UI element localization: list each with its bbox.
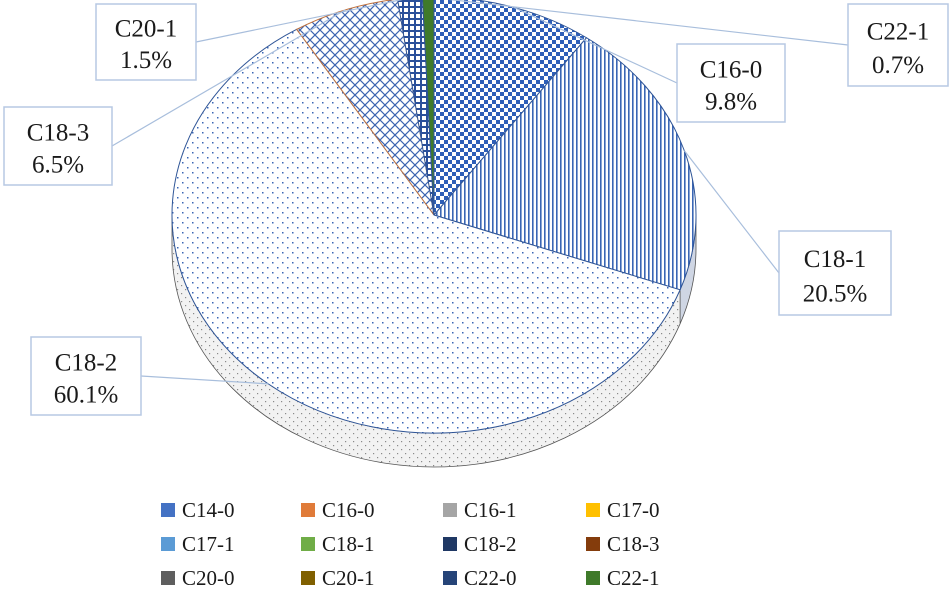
legend-swatch bbox=[159, 501, 177, 519]
data-label-c16-0: C16-0 9.8% bbox=[676, 43, 786, 123]
legend: C14-0 C16-0 C16-1 C17-0 C17-1 C18-1 C18-2 C18-3… bbox=[159, 498, 660, 590]
data-label-c22-1: C22-1 0.7% bbox=[847, 3, 949, 87]
legend-label: C17-1 bbox=[182, 532, 235, 556]
data-label-box bbox=[778, 230, 892, 316]
legend-item-c20-1: C20-1 bbox=[299, 566, 375, 590]
data-label-percent: 9.8% bbox=[705, 89, 757, 116]
legend-swatch bbox=[584, 535, 602, 553]
data-label-c18-3: C18-3 6.5% bbox=[3, 106, 113, 186]
legend-item-c18-1: C18-1 bbox=[299, 532, 375, 556]
legend-label: C18-1 bbox=[322, 532, 375, 556]
legend-label: C16-1 bbox=[464, 498, 517, 522]
data-label-box bbox=[95, 3, 197, 81]
legend-label: C17-0 bbox=[607, 498, 660, 522]
legend-label: C14-0 bbox=[182, 498, 235, 522]
legend-swatch bbox=[299, 501, 317, 519]
data-label-box bbox=[676, 43, 786, 123]
legend-label: C18-3 bbox=[607, 532, 660, 556]
data-label-name: C16-0 bbox=[700, 57, 763, 84]
leader-c20-1 bbox=[195, 0, 403, 43]
legend-swatch bbox=[584, 569, 602, 587]
slice-c22-1 bbox=[422, 0, 435, 216]
data-label-percent: 0.7% bbox=[872, 52, 924, 79]
data-label-name: C22-1 bbox=[867, 18, 930, 45]
leader-c18-2 bbox=[140, 375, 269, 385]
legend-swatch bbox=[441, 569, 459, 587]
legend-swatch bbox=[159, 569, 177, 587]
data-label-name: C18-2 bbox=[55, 350, 118, 377]
legend-label: C18-2 bbox=[464, 532, 517, 556]
legend-item-c18-2: C18-2 bbox=[441, 532, 517, 556]
legend-label: C22-1 bbox=[607, 566, 660, 590]
leader-lines bbox=[111, 0, 849, 385]
legend-item-c16-1: C16-1 bbox=[441, 498, 517, 522]
legend-swatch bbox=[299, 569, 317, 587]
legend-item-c18-3: C18-3 bbox=[584, 532, 660, 556]
legend-label: C20-0 bbox=[182, 566, 235, 590]
legend-item-c17-1: C17-1 bbox=[159, 532, 235, 556]
legend-item-c22-1: C22-1 bbox=[584, 566, 660, 590]
data-labels: C20-11.5%C22-10.7%C16-09.8%C18-36.5%C18-… bbox=[3, 3, 949, 416]
data-label-name: C18-3 bbox=[27, 120, 90, 147]
legend-swatch bbox=[441, 501, 459, 519]
data-label-c18-1: C18-1 20.5% bbox=[778, 230, 892, 316]
pie-top-face bbox=[171, 0, 697, 434]
data-label-name: C18-1 bbox=[804, 246, 867, 273]
legend-label: C16-0 bbox=[322, 498, 375, 522]
data-label-c20-1: C20-1 1.5% bbox=[95, 3, 197, 81]
legend-item-c14-0: C14-0 bbox=[159, 498, 235, 522]
data-label-c18-2: C18-2 60.1% bbox=[30, 336, 142, 416]
leader-c18-1 bbox=[683, 150, 780, 274]
legend-swatch bbox=[441, 535, 459, 553]
slice-c18-2 bbox=[171, 28, 681, 434]
legend-item-c17-0: C17-0 bbox=[584, 498, 660, 522]
legend-item-c16-0: C16-0 bbox=[299, 498, 375, 522]
data-label-box bbox=[30, 336, 142, 416]
legend-swatch bbox=[584, 501, 602, 519]
legend-swatch bbox=[159, 535, 177, 553]
legend-label: C20-1 bbox=[322, 566, 375, 590]
data-label-percent: 6.5% bbox=[32, 152, 84, 179]
legend-swatch bbox=[299, 535, 317, 553]
leader-c16-0 bbox=[513, 6, 678, 84]
data-label-box bbox=[3, 106, 113, 186]
data-label-percent: 60.1% bbox=[54, 382, 119, 409]
leader-c18-3 bbox=[111, 9, 346, 147]
legend-label: C22-0 bbox=[464, 566, 517, 590]
data-label-percent: 1.5% bbox=[120, 47, 172, 74]
data-label-box bbox=[847, 3, 949, 87]
leader-c22-1 bbox=[448, 0, 849, 46]
data-label-name: C20-1 bbox=[115, 16, 178, 43]
legend-item-c22-0: C22-0 bbox=[441, 566, 517, 590]
legend-item-c20-0: C20-0 bbox=[159, 566, 235, 590]
data-label-percent: 20.5% bbox=[803, 281, 868, 308]
